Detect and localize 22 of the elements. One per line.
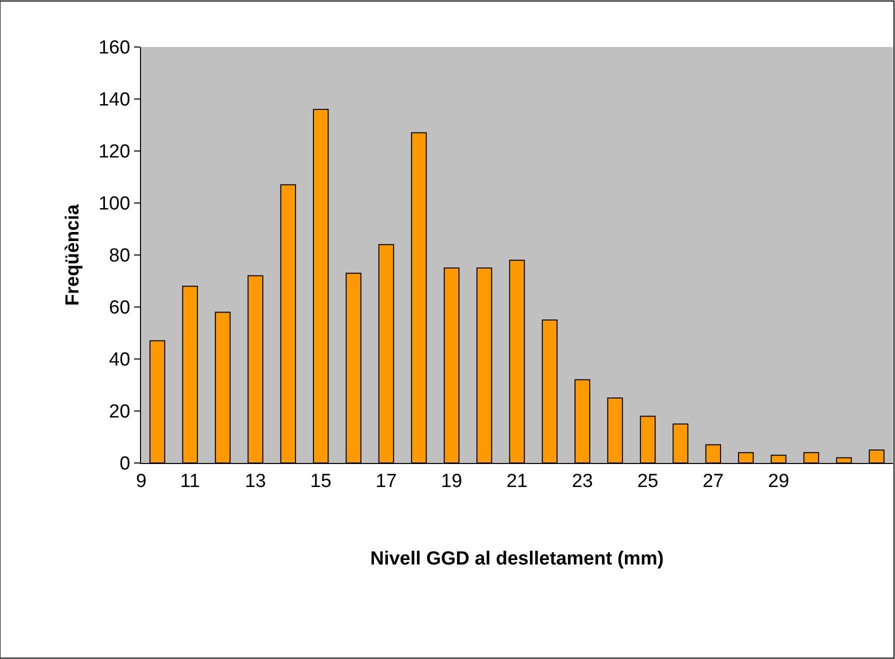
x-tick-label: 21 xyxy=(506,470,528,492)
y-tick-label: 80 xyxy=(109,246,130,267)
y-tick-label: 120 xyxy=(98,142,130,163)
y-tick-label: 0 xyxy=(120,454,130,475)
x-tick-label: 25 xyxy=(637,470,658,492)
x-tick-label: 19 xyxy=(441,470,462,492)
x-tick-label: 11 xyxy=(180,470,200,492)
x-tick-label: 23 xyxy=(572,470,593,492)
y-tick-label: 160 xyxy=(98,38,130,59)
y-tick-label: 40 xyxy=(109,350,130,371)
y-tick-label: 140 xyxy=(98,90,130,111)
x-tick-label: 27 xyxy=(702,470,724,492)
y-tick-label: 20 xyxy=(109,402,130,423)
y-tick-label: 60 xyxy=(109,298,130,319)
x-tick-label: 29 xyxy=(768,470,790,492)
text: 9 xyxy=(136,471,147,492)
y-tick-label: 100 xyxy=(98,194,130,215)
x-tick-label: 13 xyxy=(244,470,266,492)
x-tick-label: 17 xyxy=(376,470,397,492)
x-tick-label: 15 xyxy=(310,470,332,492)
y-axis-title: Freqüència xyxy=(62,204,84,306)
x-axis-title: Nivell GGD al deslletament (mm) xyxy=(370,548,664,570)
